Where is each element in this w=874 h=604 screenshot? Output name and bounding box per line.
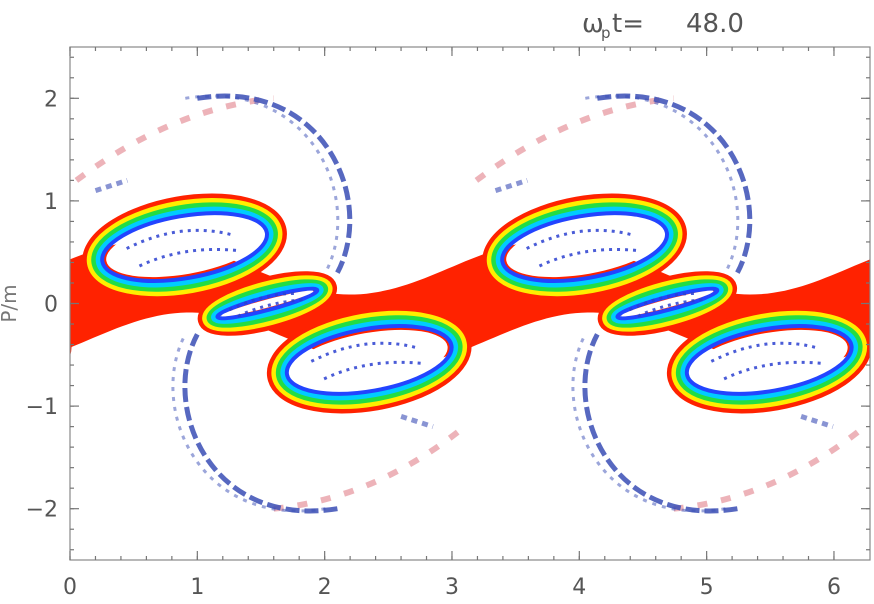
x-tick-label: 5 [700, 575, 714, 600]
lobe-rim [95, 206, 274, 288]
lobe-rim [500, 211, 670, 283]
lobe-rim [0, 315, 57, 405]
vortex-lobe [82, 193, 287, 301]
x-tick-label: 6 [827, 575, 841, 600]
blue-crescent-arc [571, 333, 726, 513]
lobe-speckle [125, 228, 239, 268]
title-time-value: 48.0 [686, 9, 744, 39]
blue-crescent-arc [196, 93, 353, 274]
plot-title: ω p t= 48.0 [582, 9, 744, 42]
y-axis-label-fragment: P/m [0, 284, 21, 322]
y-tick-label: −1 [26, 395, 58, 420]
lobe-rim [280, 319, 459, 401]
vortex-lobe [482, 193, 687, 301]
lobe-speckle [710, 341, 824, 381]
heatmap-layer [0, 93, 870, 514]
lobe-hole [221, 290, 314, 317]
y-tick-label: 1 [44, 190, 58, 215]
vortex-lobe [666, 306, 870, 414]
core-red-band [70, 240, 870, 367]
lobe-hole [690, 329, 848, 390]
lobe-rim [611, 283, 724, 324]
title-subscript: p [601, 24, 611, 42]
lobe-hole [106, 217, 264, 278]
lobe-rim [215, 286, 320, 321]
axes: 0 1 2 3 4 5 6 −2 −1 0 1 2 [26, 47, 870, 600]
lobe-rim [684, 324, 854, 396]
lobe-hole [290, 329, 448, 390]
lobe-rim [284, 324, 454, 396]
lobe-rim [0, 311, 60, 408]
blue-crescent-arc [171, 333, 326, 513]
title-omega: ω [582, 9, 604, 39]
vortex-lobe [597, 271, 738, 336]
lobe-hole [621, 290, 714, 317]
lobe-hole [0, 319, 52, 400]
x-tick-label: 0 [63, 575, 77, 600]
title-time-label: t= [612, 9, 644, 39]
lobe-speckle [526, 228, 639, 268]
x-tick-label: 1 [190, 575, 204, 600]
blue-fragment [494, 177, 834, 430]
blue-crescent-arc [582, 333, 738, 514]
lobe-speckle [228, 291, 303, 318]
vortex-lobe [266, 306, 472, 414]
x-tick-label: 4 [572, 575, 586, 600]
y-tick-label: 2 [44, 87, 58, 112]
blue-fragment [94, 177, 434, 430]
y-tick-label: 0 [44, 293, 58, 318]
lobe-rim [680, 319, 859, 401]
lobe-speckle [628, 291, 703, 318]
lobe-speckle [310, 341, 424, 381]
lobe-hole [506, 217, 664, 278]
vortex-lobe [197, 271, 338, 336]
blue-crescent-arc [585, 94, 740, 274]
blue-crescent-arc [185, 94, 340, 274]
blue-crescent-arc [596, 93, 753, 274]
lobe-rim [495, 206, 674, 288]
lobe-rim [100, 211, 269, 283]
blue-crescent-arc [182, 333, 338, 514]
lobe-rim [615, 286, 720, 321]
x-tick-label: 3 [445, 575, 459, 600]
faint-speckle-arc [74, 95, 467, 512]
lobe-speckle [0, 335, 23, 383]
faint-speckle-arc [474, 95, 867, 512]
lobe-rim [210, 283, 324, 324]
x-tick-label: 2 [318, 575, 332, 600]
y-tick-label: −2 [26, 498, 58, 523]
